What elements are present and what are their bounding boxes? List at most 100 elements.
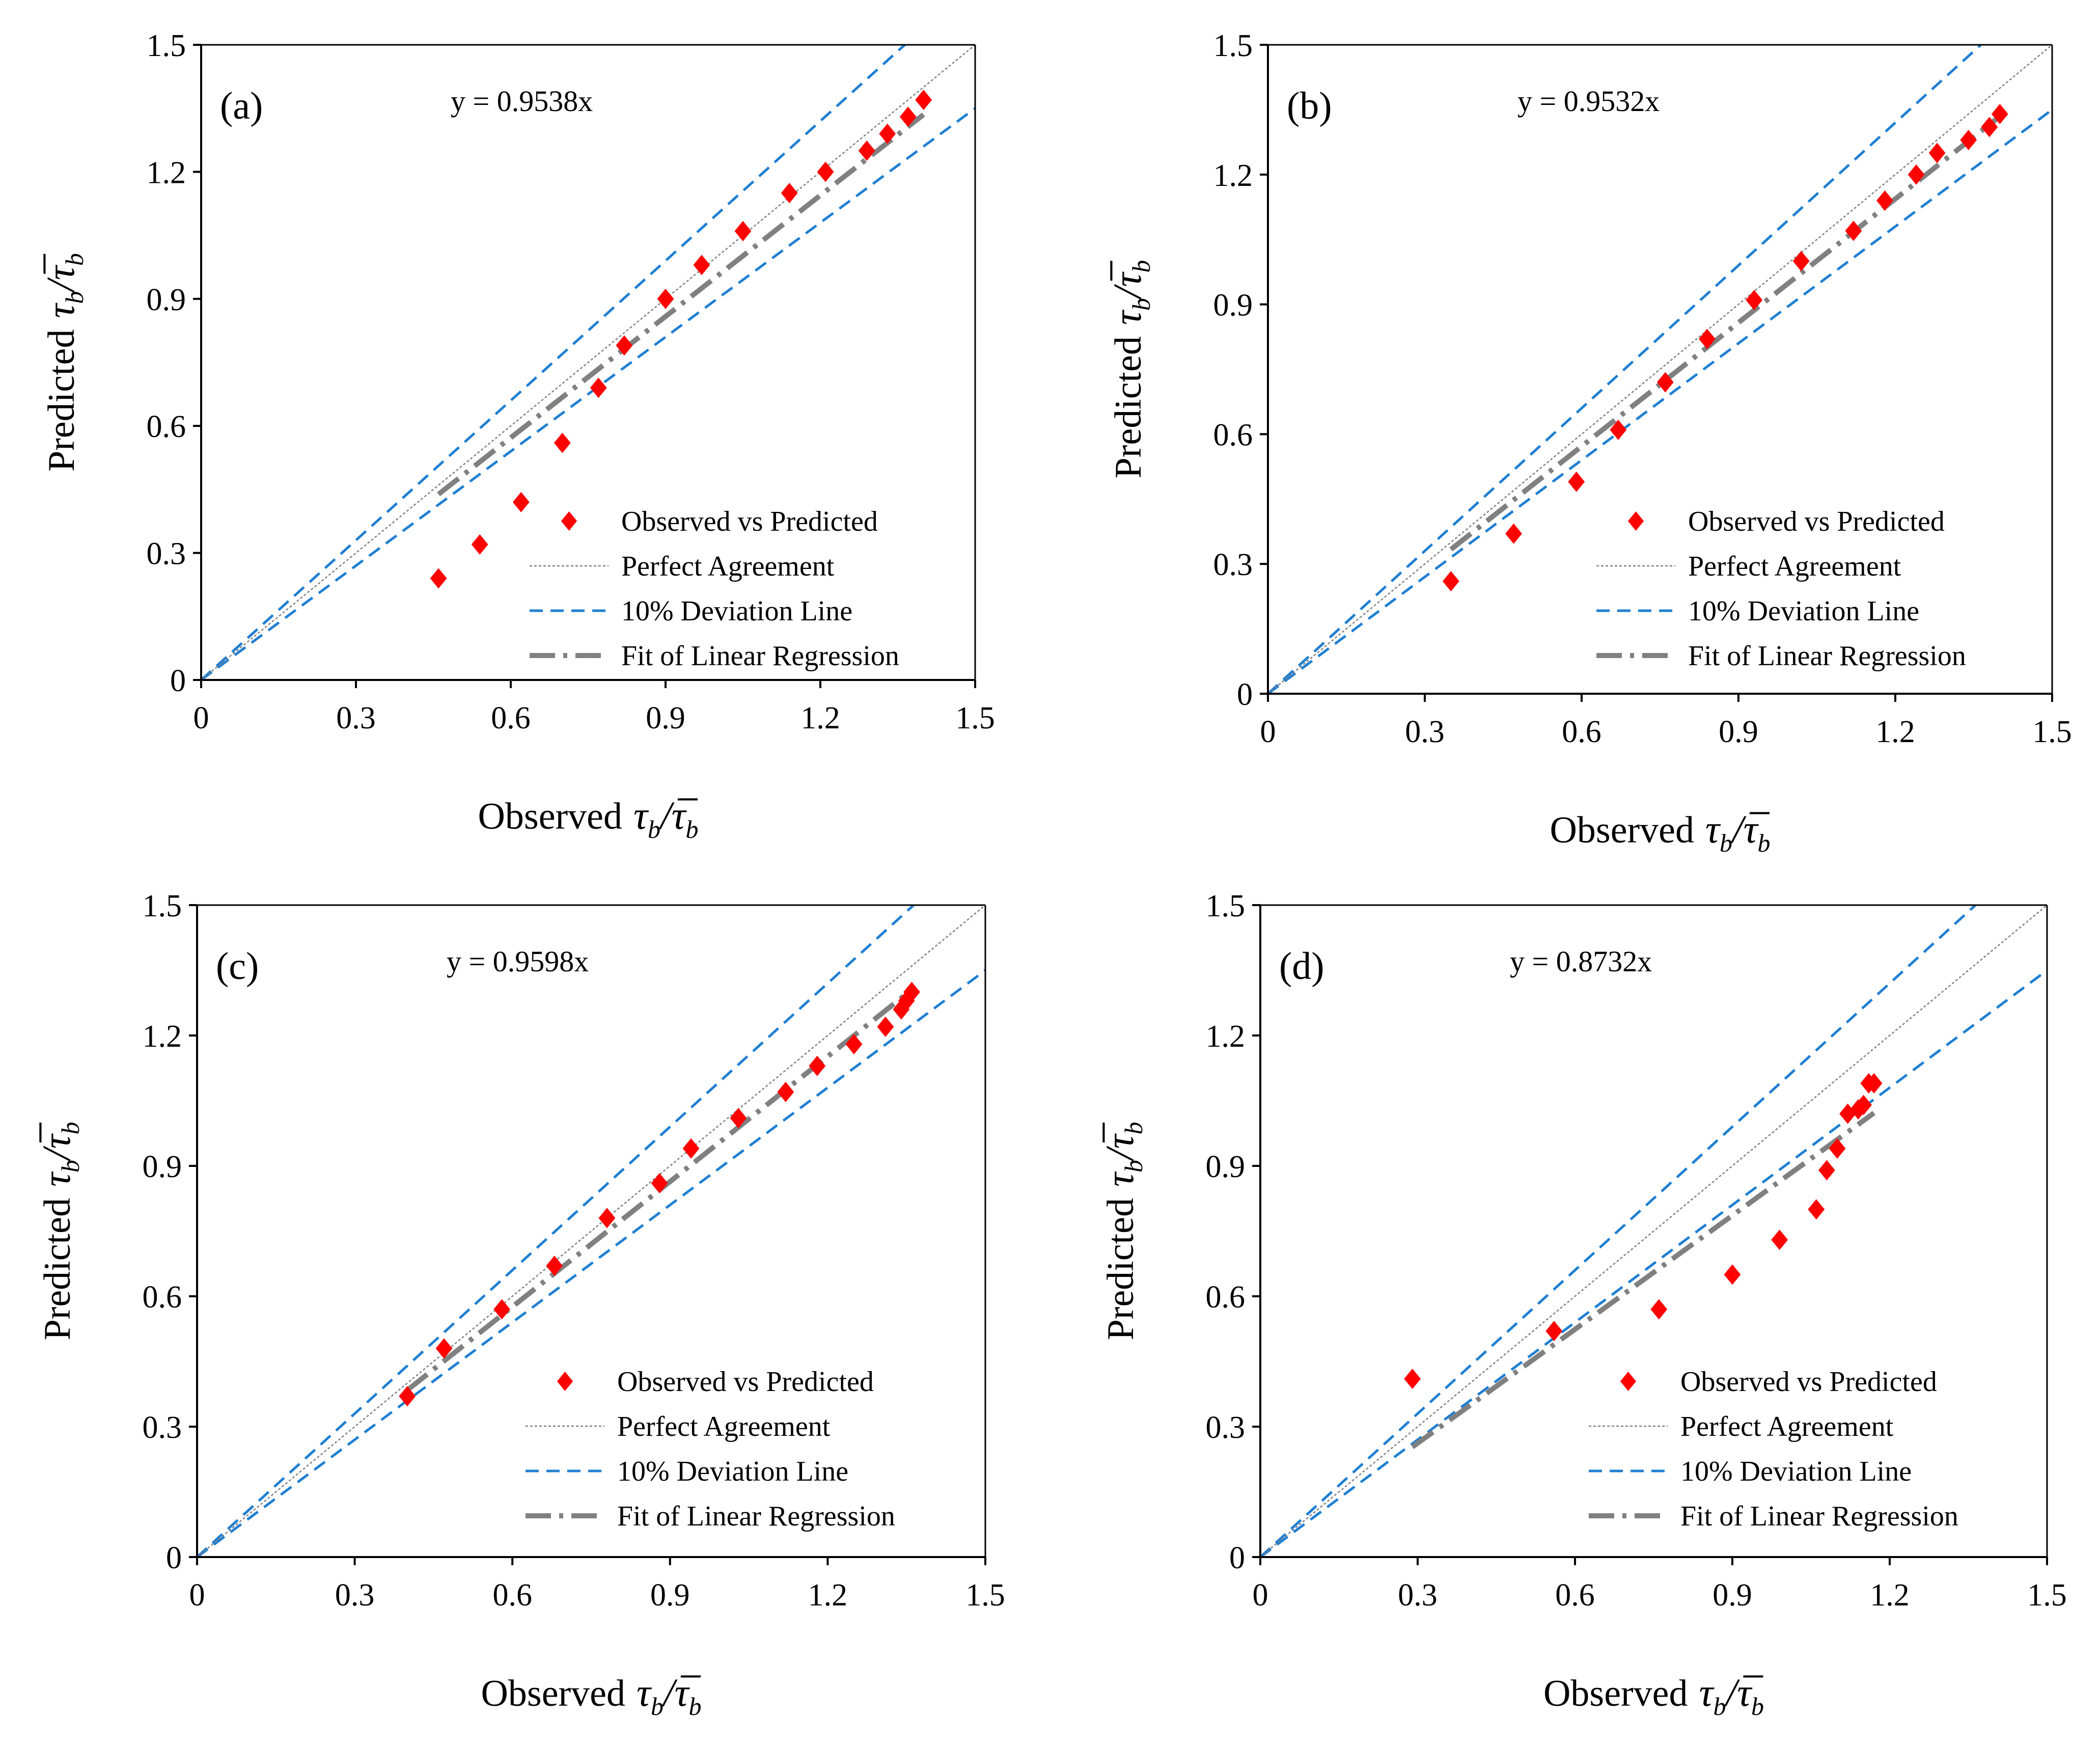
y-axis-label-symbol: τ xyxy=(38,303,82,318)
legend-label: 10% Deviation Line xyxy=(617,1456,848,1487)
lower-10pct-deviation-line xyxy=(1268,108,2052,694)
y-axis-label-subscript: b xyxy=(56,1122,85,1135)
data-point xyxy=(471,534,488,555)
data-point xyxy=(1991,103,2008,124)
legend-item-deviation: 10% Deviation Line xyxy=(1596,595,1919,627)
x-tick-label: 1.5 xyxy=(2032,715,2072,749)
legend-diamond-icon xyxy=(557,1372,573,1391)
y-axis-label-symbol: τ xyxy=(1097,1171,1142,1187)
data-point xyxy=(1404,1369,1421,1389)
y-tick-label: 1.5 xyxy=(1206,889,1246,923)
upper-10pct-deviation-line xyxy=(1260,905,1978,1557)
x-tick-label: 0 xyxy=(1260,715,1276,749)
legend-item-regression: Fit of Linear Regression xyxy=(526,1501,895,1532)
data-point xyxy=(1724,1264,1741,1285)
upper-10pct-deviation-line xyxy=(1268,45,1983,694)
y-tick-label: 0.6 xyxy=(1206,1280,1246,1315)
regression-equation: y = 0.9538x xyxy=(451,85,593,118)
legend-label: 10% Deviation Line xyxy=(621,595,852,627)
y-tick-label: 1.2 xyxy=(143,1019,182,1054)
y-axis-label-word: Predicted xyxy=(37,1198,78,1340)
data-point xyxy=(730,1108,747,1129)
y-tick-label: 0.9 xyxy=(147,283,186,317)
x-axis-label-symbol: τ xyxy=(1705,807,1721,851)
legend-label: Fit of Linear Regression xyxy=(1680,1501,1958,1532)
data-point xyxy=(777,1081,794,1102)
x-tick-label: 0.3 xyxy=(1405,715,1445,749)
x-axis-label-word: Observed xyxy=(1543,1673,1688,1714)
legend: Observed vs Predicted Perfect Agreement 10… xyxy=(1596,506,1966,672)
perfect-agreement-line xyxy=(1268,45,2052,694)
axes: 00 0.3 0.3 0.6 0.6 0.9 0.9 1.2 1.2 1.5 1.5 xyxy=(1206,889,2067,1613)
data-point xyxy=(1808,1199,1825,1220)
data-point xyxy=(657,288,674,309)
data-point xyxy=(616,335,633,356)
axes: 00 0.3 0.3 0.6 0.6 0.9 0.9 1.2 1.2 1.5 1.5 xyxy=(147,29,995,735)
data-point xyxy=(809,1055,826,1076)
perfect-agreement-line xyxy=(1260,905,2047,1557)
x-axis-label-subscript: b xyxy=(686,815,699,843)
y-tick-label: 0.6 xyxy=(143,1280,182,1315)
data-point xyxy=(1960,129,1977,150)
x-tick-label: 0.9 xyxy=(1712,1578,1752,1613)
upper-10pct-deviation-line xyxy=(197,905,916,1557)
data-point xyxy=(399,1386,416,1407)
reference-lines xyxy=(1268,45,2052,694)
data-point xyxy=(1568,471,1585,492)
data-point xyxy=(590,377,607,398)
y-axis-label: Predictedτb/τ̅b xyxy=(38,253,89,472)
y-axis-label-subscript: b xyxy=(60,253,89,266)
data-point xyxy=(879,123,896,144)
data-point xyxy=(858,140,875,161)
data-point xyxy=(651,1173,668,1194)
y-tick-label: 1.2 xyxy=(147,155,186,190)
y-axis-label-word: Predicted xyxy=(41,330,82,472)
y-tick-label: 1.5 xyxy=(147,29,186,63)
regression-equation: y = 0.9598x xyxy=(447,945,589,978)
data-point xyxy=(554,432,571,453)
legend: Observed vs Predicted Perfect Agreement 10… xyxy=(526,1366,895,1532)
legend-label: Observed vs Predicted xyxy=(1688,506,1945,537)
y-tick-label: 1.5 xyxy=(143,889,182,923)
data-points xyxy=(1442,103,2008,592)
y-axis-label-symbol: τ xyxy=(1105,309,1149,325)
reference-lines xyxy=(201,45,975,680)
data-point xyxy=(734,221,752,241)
panel-label: (b) xyxy=(1287,85,1332,127)
legend-item-deviation: 10% Deviation Line xyxy=(530,595,852,627)
chart-panel-c: 00 0.3 0.3 0.6 0.6 0.9 0.9 1.2 1.2 1.5 1.5 (c) y = 0… xyxy=(34,889,1005,1721)
data-point xyxy=(898,990,915,1011)
lower-10pct-deviation-line xyxy=(201,107,975,680)
x-axis-label-subscript: b xyxy=(1720,829,1732,857)
x-axis-label-word: Observed xyxy=(1550,809,1694,851)
data-point xyxy=(693,255,710,276)
x-tick-label: 0.3 xyxy=(335,1578,375,1613)
x-axis-label: Observed τb/τ̅b xyxy=(481,1670,701,1721)
data-point xyxy=(1699,329,1716,349)
x-tick-label: 0.9 xyxy=(646,701,685,735)
x-axis-label-symbol: τ xyxy=(633,793,649,837)
data-points xyxy=(399,981,920,1407)
x-tick-label: 0.6 xyxy=(1562,715,1601,749)
y-tick-label: 1.2 xyxy=(1206,1019,1246,1054)
y-tick-label: 0.3 xyxy=(1206,1410,1246,1445)
data-point xyxy=(1656,372,1674,393)
legend-item-perfect: Perfect Agreement xyxy=(526,1411,831,1442)
upper-10pct-deviation-line xyxy=(201,45,907,680)
legend-diamond-icon xyxy=(1627,511,1644,531)
legend-label: Perfect Agreement xyxy=(617,1411,831,1442)
y-tick-label: 0.3 xyxy=(1213,548,1253,582)
x-axis-label-subscript: b xyxy=(1751,1692,1764,1721)
data-point xyxy=(1876,190,1893,211)
data-point xyxy=(1845,221,1862,241)
data-point xyxy=(1650,1299,1668,1320)
data-point xyxy=(915,90,932,111)
x-tick-label: 1.5 xyxy=(2027,1578,2067,1613)
x-tick-label: 1.2 xyxy=(808,1578,848,1613)
data-point xyxy=(435,1338,453,1359)
legend-diamond-icon xyxy=(561,511,577,531)
linear-regression-fit-line xyxy=(1449,114,2002,552)
y-tick-label: 0.6 xyxy=(147,410,186,444)
data-point xyxy=(493,1299,510,1320)
